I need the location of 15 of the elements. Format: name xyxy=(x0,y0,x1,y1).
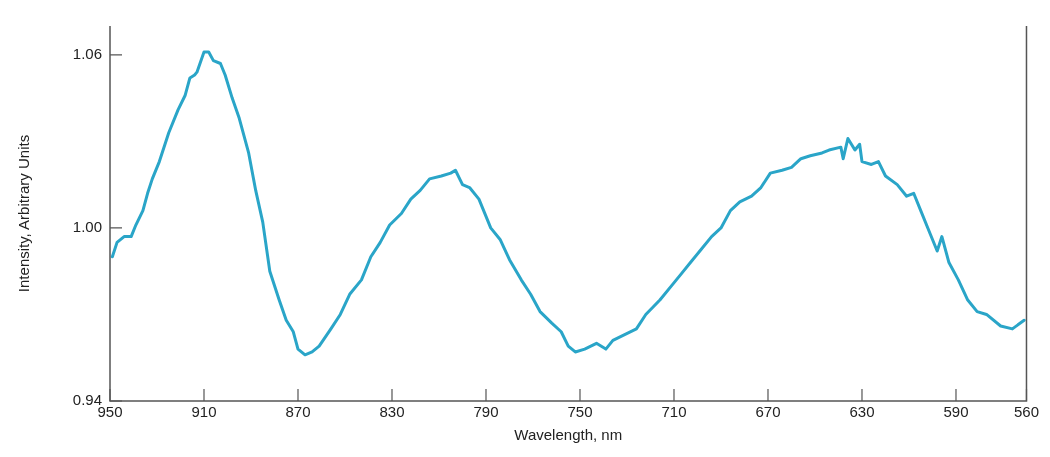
x-tick-label: 670 xyxy=(755,403,781,421)
x-tick-label: 870 xyxy=(285,403,311,421)
x-tick-label: 710 xyxy=(661,403,687,421)
x-tick-label: 950 xyxy=(97,403,123,421)
x-tick-label: 830 xyxy=(379,403,405,421)
x-tick-label: 790 xyxy=(473,403,499,421)
x-tick-label: 630 xyxy=(849,403,875,421)
y-tick-label: 1.00 xyxy=(72,218,102,236)
x-tick-label: 560 xyxy=(1013,403,1039,421)
y-axis-title: Intensity, Arbitrary Units xyxy=(15,134,33,293)
y-tick-label: 1.06 xyxy=(72,44,102,62)
x-axis-title: Wavelength, nm xyxy=(514,426,623,444)
x-tick-label: 590 xyxy=(943,403,969,421)
x-tick-label: 750 xyxy=(567,403,593,421)
x-tick-label: 910 xyxy=(191,403,217,421)
